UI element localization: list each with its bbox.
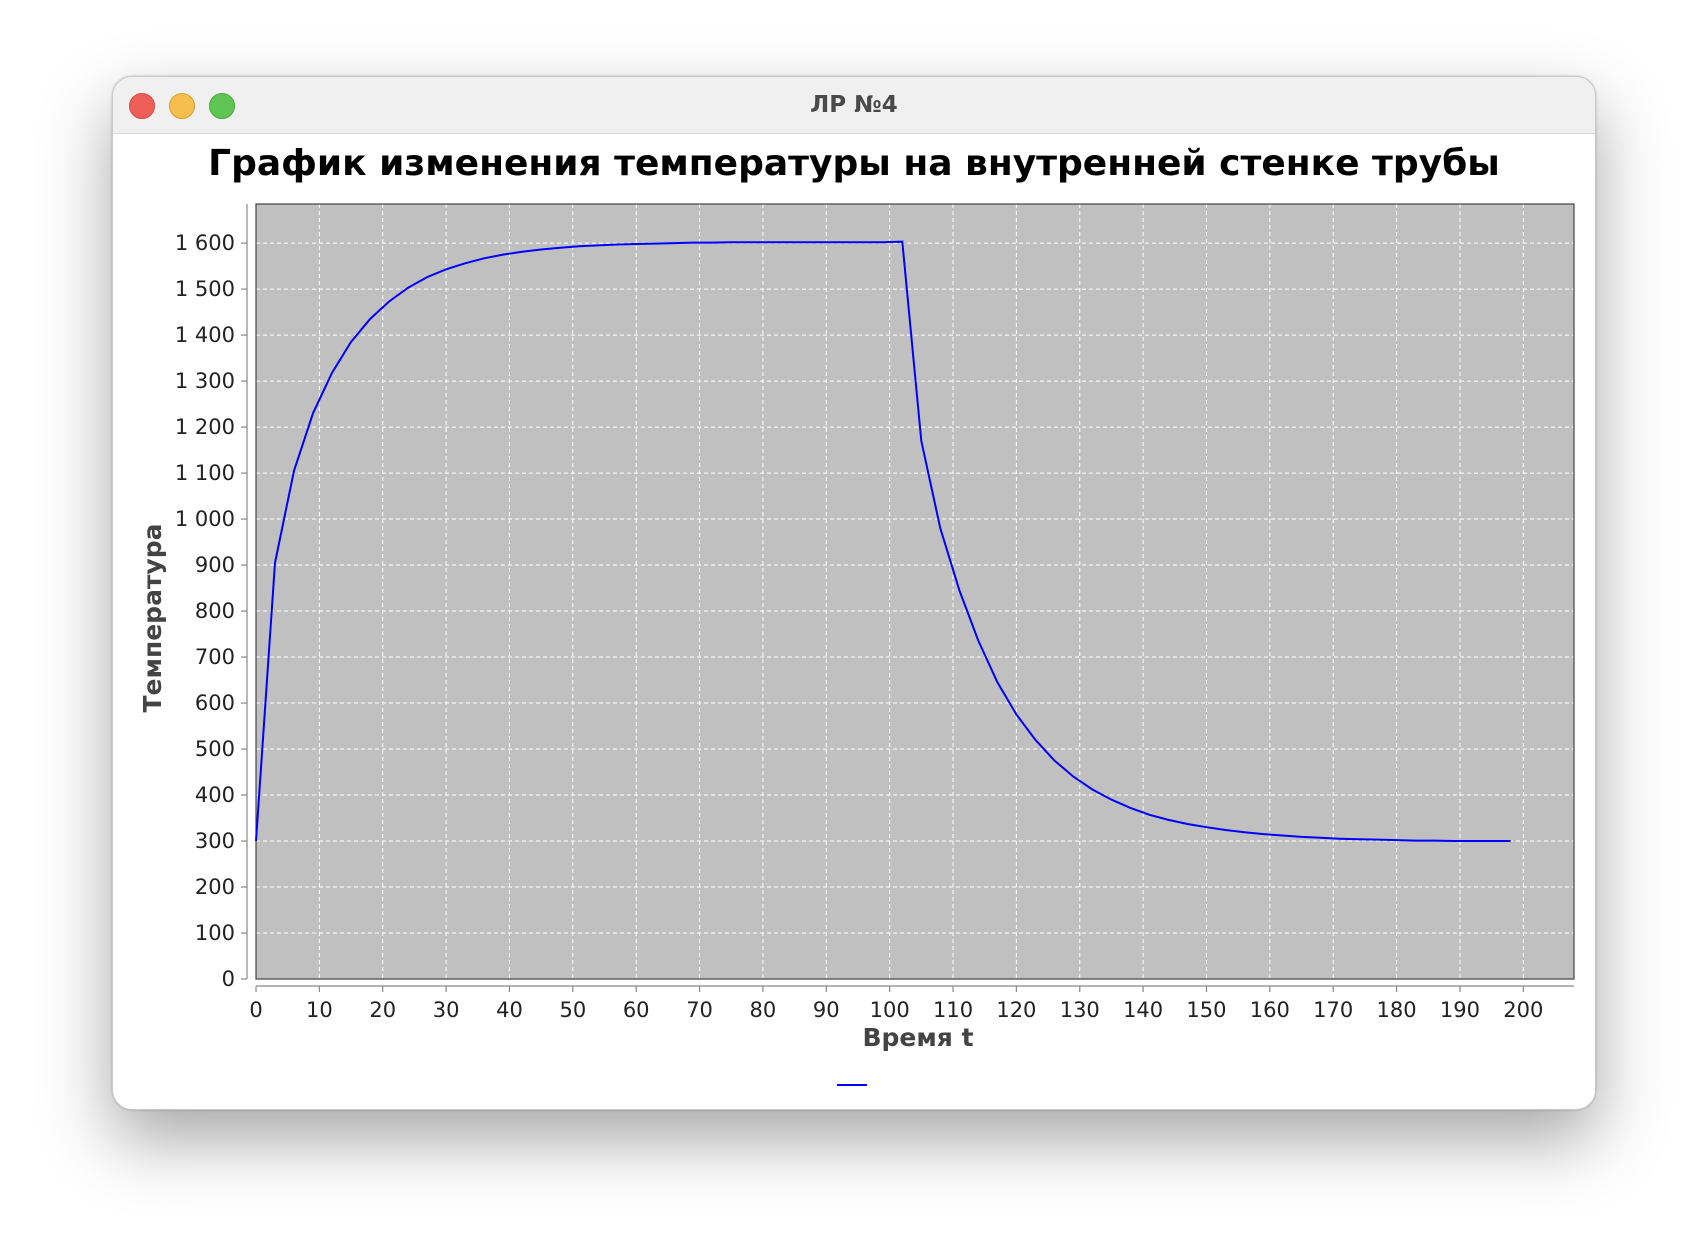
plot-area <box>255 203 1575 980</box>
x-tick-label: 40 <box>496 998 523 1022</box>
x-tick-label: 90 <box>813 998 840 1022</box>
x-tick-label: 100 <box>870 998 910 1022</box>
y-tick-label: 1 100 <box>175 461 235 485</box>
temperature-series-line <box>255 240 1511 842</box>
y-tick-label: 300 <box>195 829 235 853</box>
x-tick-label: 140 <box>1123 998 1163 1022</box>
x-tick-label: 70 <box>686 998 713 1022</box>
y-tick-label: 1 000 <box>175 507 235 531</box>
y-tick-label: 700 <box>195 645 235 669</box>
chart-title: График изменения температуры на внутренн… <box>208 143 1500 184</box>
zoom-window-button[interactable] <box>209 93 235 119</box>
y-tick-label: 500 <box>195 737 235 761</box>
x-tick-label: 160 <box>1250 998 1290 1022</box>
y-tick-label: 1 400 <box>175 323 235 347</box>
temperature-chart: График изменения температуры на внутренн… <box>138 143 1575 1086</box>
x-tick-label: 190 <box>1440 998 1480 1022</box>
x-tick-label: 0 <box>249 998 262 1022</box>
x-tick-label: 170 <box>1313 998 1353 1022</box>
window-title: ЛР №4 <box>810 92 898 118</box>
x-tick-label: 200 <box>1503 998 1543 1022</box>
x-tick-label: 10 <box>306 998 333 1022</box>
plot-border <box>255 203 1575 980</box>
x-tick-label: 150 <box>1186 998 1226 1022</box>
x-axis-label: Время t <box>862 1023 973 1052</box>
y-tick-label: 600 <box>195 691 235 715</box>
y-axis-label: Температура <box>138 524 167 713</box>
x-tick-label: 80 <box>750 998 777 1022</box>
y-tick-label: 800 <box>195 599 235 623</box>
y-tick-label: 400 <box>195 783 235 807</box>
app-window: ЛР №4 График изменения температуры на вн… <box>112 76 1596 1110</box>
close-window-button[interactable] <box>129 93 155 119</box>
y-tick-label: 200 <box>195 875 235 899</box>
x-tick-label: 30 <box>433 998 460 1022</box>
x-tick-label: 20 <box>369 998 396 1022</box>
y-tick-label: 900 <box>195 553 235 577</box>
plot-background <box>256 204 1574 979</box>
x-tick-label: 50 <box>559 998 586 1022</box>
y-tick-label: 1 300 <box>175 369 235 393</box>
title-bar: ЛР №4 <box>113 77 1595 134</box>
x-tick-label: 60 <box>623 998 650 1022</box>
minimize-window-button[interactable] <box>169 93 195 119</box>
y-tick-label: 0 <box>222 967 235 991</box>
y-tick-label: 100 <box>195 921 235 945</box>
y-tick-label: 1 500 <box>175 277 235 301</box>
x-tick-label: 180 <box>1377 998 1417 1022</box>
x-tick-label: 110 <box>933 998 973 1022</box>
x-tick-label: 130 <box>1060 998 1100 1022</box>
y-tick-label: 1 200 <box>175 415 235 439</box>
y-tick-label: 1 600 <box>175 231 235 255</box>
x-tick-label: 120 <box>996 998 1036 1022</box>
